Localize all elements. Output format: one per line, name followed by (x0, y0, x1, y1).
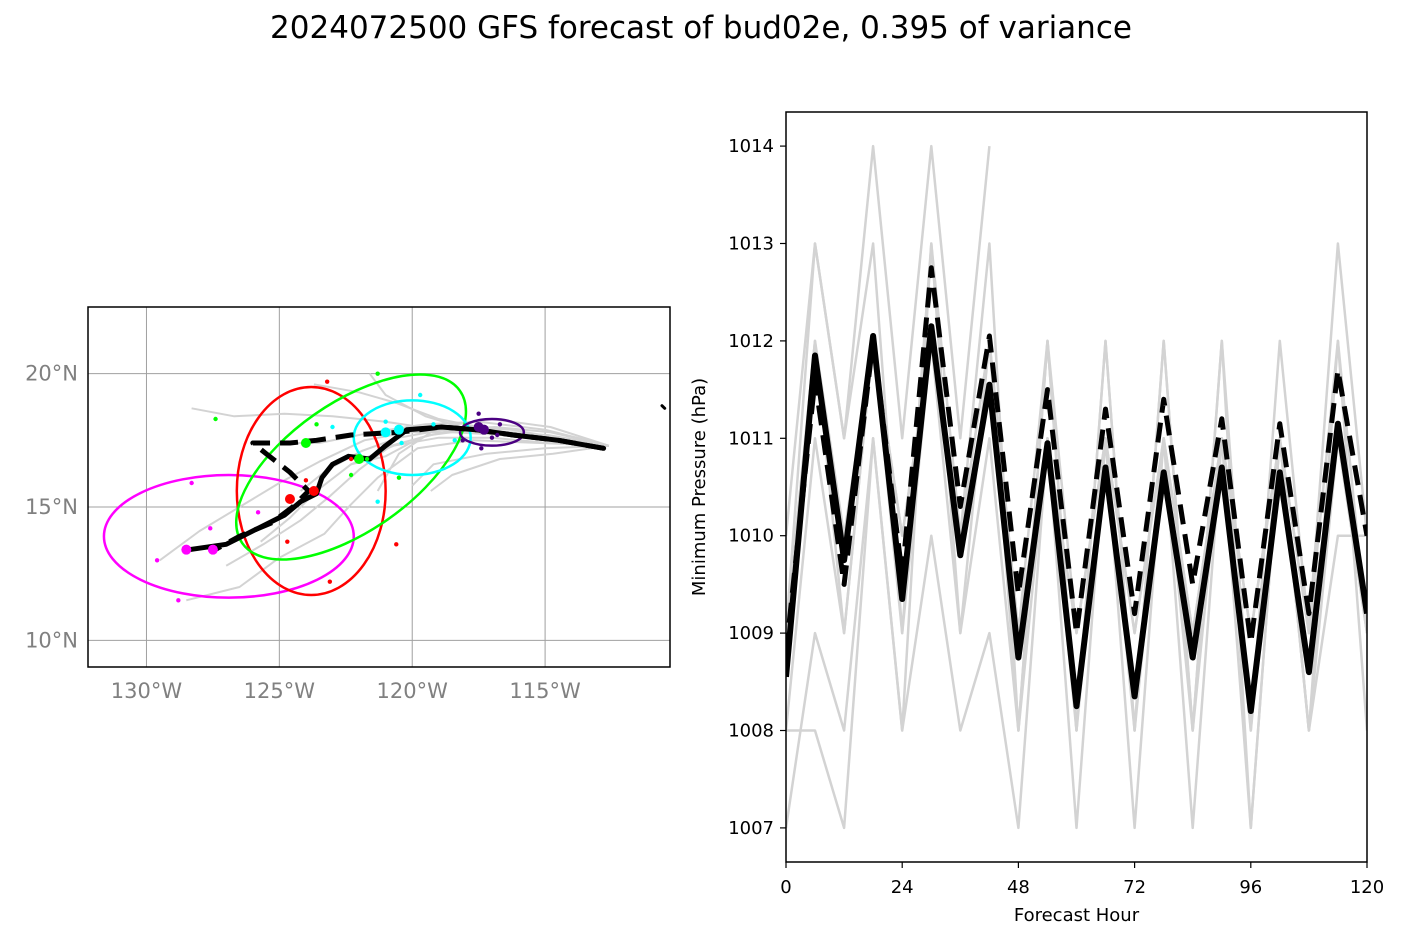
mean-position-point (284, 494, 295, 504)
member-position-point (417, 392, 423, 398)
member-position-point (396, 475, 402, 480)
member-position-point (497, 422, 503, 427)
member-position-point (375, 499, 380, 504)
uncertainty-ellipse (458, 417, 526, 447)
mean-track-line (660, 404, 667, 410)
x-tick-label: 0 (780, 877, 791, 898)
member-position-point (314, 422, 319, 427)
member-position-point (479, 446, 484, 451)
x-tick-label: 120 (1350, 877, 1384, 898)
member-pressure-line (786, 339, 1367, 830)
member-position-point (348, 472, 354, 478)
member-position-point (255, 510, 261, 515)
member-track-line (279, 420, 610, 447)
pressure-plot-area (786, 144, 1367, 830)
member-position-point (213, 416, 218, 422)
map-plot-area (88, 307, 670, 667)
member-position-point (208, 526, 213, 531)
pressure-chart: 0 24 48 72 96 120 1007 1008 1009 1010 1011 1012 1013… (689, 111, 1384, 926)
member-position-point (375, 371, 380, 376)
y-tick-label: 1011 (728, 428, 774, 449)
x-tick-label: 72 (1123, 877, 1146, 898)
x-axis-label: Forecast Hour (1014, 905, 1140, 926)
map-lon-tick-label: 120°W (377, 679, 449, 703)
member-track-line (411, 444, 609, 487)
member-position-point (460, 438, 465, 443)
map-lat-tick-label: 20°N (25, 362, 78, 386)
member-track-line (225, 428, 610, 567)
mean-position-point (207, 544, 218, 555)
track-map: 130°W 125°W 120°W 115°W 10°N 15°N 20°N (25, 306, 671, 703)
member-position-point (431, 422, 436, 427)
y-axis-label: Minimum Pressure (hPa) (689, 378, 710, 596)
mean-position-point (300, 438, 311, 448)
mean-position-point (478, 424, 489, 435)
mean-position-point (380, 427, 391, 438)
member-position-point (154, 558, 160, 563)
member-position-point (495, 432, 500, 438)
y-tick-label: 1008 (728, 721, 774, 742)
member-pressure-line (786, 339, 1367, 732)
member-position-point (348, 456, 354, 462)
member-position-point (285, 539, 290, 544)
member-track-line (260, 436, 609, 543)
uncertainty-ellipse (234, 373, 468, 561)
member-position-point (452, 438, 457, 443)
member-position-point (489, 435, 495, 440)
y-tick-label: 1013 (728, 233, 774, 254)
member-position-point (176, 598, 181, 603)
map-lon-tick-label: 130°W (111, 679, 183, 703)
member-position-point (330, 424, 335, 430)
member-position-point (383, 419, 388, 424)
x-tick-label: 24 (891, 877, 914, 898)
y-tick-label: 1007 (728, 818, 774, 839)
y-tick-label: 1009 (728, 623, 774, 644)
pressure-frame (785, 111, 1368, 863)
figure-title: 2024072500 GFS forecast of bud02e, 0.395… (270, 10, 1132, 46)
member-position-point (327, 579, 333, 584)
member-pressure-line (786, 242, 1367, 830)
member-position-point (364, 456, 370, 462)
uncertainty-ellipse (352, 399, 472, 477)
map-lon-tick-label: 115°W (509, 679, 581, 703)
member-position-point (394, 542, 399, 547)
map-lat-tick-label: 15°N (25, 495, 78, 519)
member-position-point (189, 480, 194, 486)
mean-position-point (354, 454, 365, 464)
map-frame (87, 306, 671, 668)
mean-pressure-line (786, 265, 1367, 653)
member-position-point (399, 440, 404, 446)
y-tick-label: 1012 (728, 331, 774, 352)
mean-pressure-line (786, 323, 1367, 714)
member-pressure-line (786, 242, 1367, 830)
member-track-line (430, 444, 610, 492)
member-position-point (303, 478, 309, 483)
map-lat-tick-label: 10°N (25, 628, 78, 652)
mean-position-point (181, 544, 192, 555)
x-tick-label: 48 (1007, 877, 1030, 898)
member-track-line (186, 439, 609, 602)
uncertainty-ellipse (102, 473, 356, 599)
y-tick-label: 1014 (728, 136, 774, 157)
map-lon-tick-label: 125°W (244, 679, 316, 703)
y-tick-label: 1010 (728, 526, 774, 547)
mean-position-point (308, 486, 319, 496)
mean-position-point (393, 424, 404, 435)
member-position-point (324, 379, 330, 384)
member-position-point (476, 411, 481, 416)
x-tick-label: 96 (1239, 877, 1262, 898)
uncertainty-ellipse (235, 385, 387, 597)
